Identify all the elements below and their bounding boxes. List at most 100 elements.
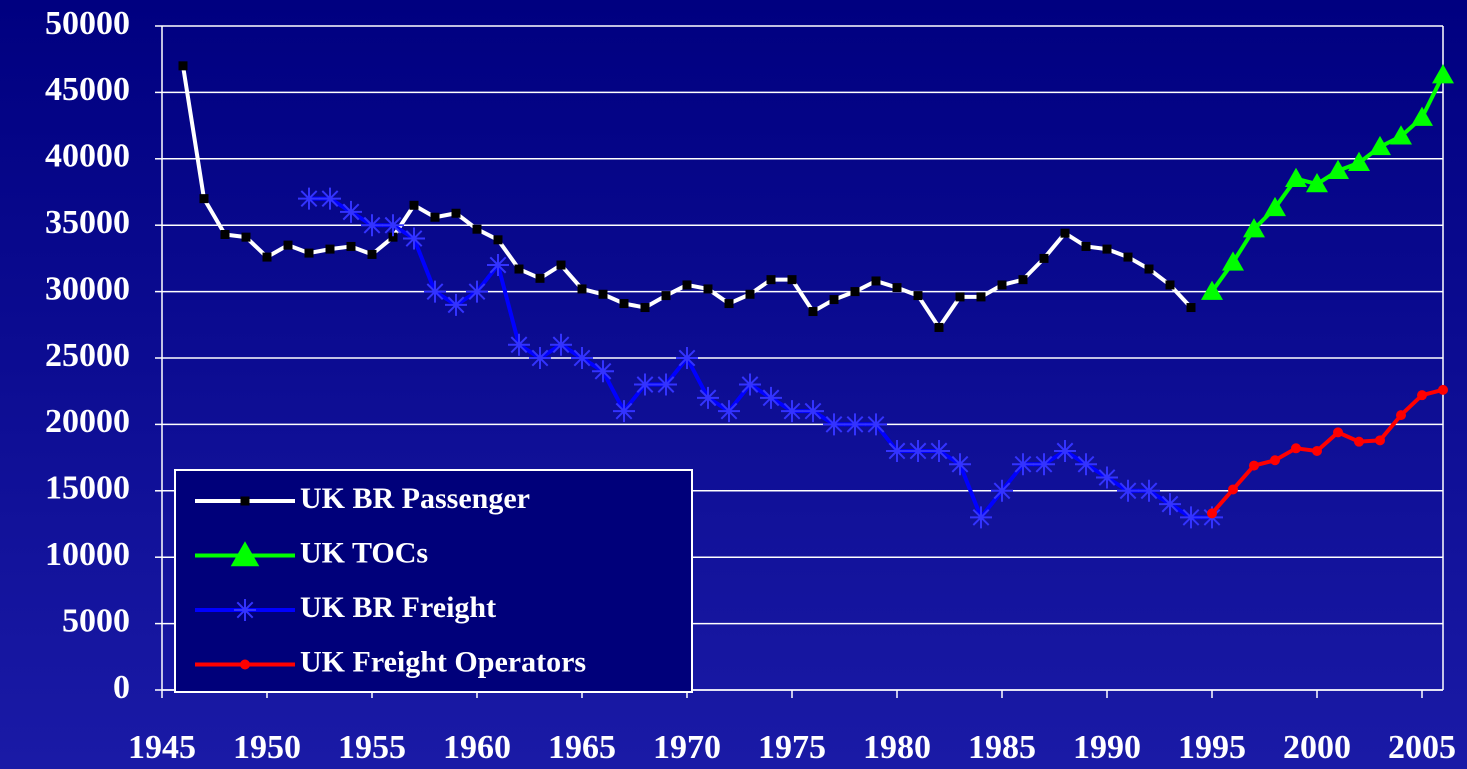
marker bbox=[781, 400, 803, 423]
marker bbox=[508, 333, 530, 356]
x-tick-label: 1945 bbox=[128, 729, 196, 766]
marker bbox=[808, 307, 818, 317]
marker bbox=[1075, 453, 1097, 476]
marker bbox=[991, 479, 1013, 502]
marker bbox=[661, 291, 671, 301]
x-tick-label: 2005 bbox=[1388, 729, 1456, 766]
marker bbox=[787, 275, 797, 285]
marker bbox=[1060, 228, 1070, 238]
legend-marker bbox=[234, 599, 256, 621]
marker bbox=[640, 303, 650, 313]
marker bbox=[220, 229, 230, 239]
marker bbox=[1438, 384, 1448, 395]
legend-box bbox=[174, 469, 693, 693]
marker bbox=[1285, 167, 1307, 187]
x-tick-label: 1975 bbox=[758, 729, 826, 766]
marker bbox=[1123, 252, 1133, 262]
y-tick-label: 50000 bbox=[45, 5, 130, 42]
marker bbox=[1354, 436, 1364, 447]
marker bbox=[655, 373, 677, 396]
y-tick-label: 15000 bbox=[45, 470, 130, 507]
x-tick-label: 1995 bbox=[1178, 729, 1246, 766]
marker bbox=[634, 373, 656, 396]
marker bbox=[886, 439, 908, 462]
marker bbox=[535, 273, 545, 283]
marker bbox=[1222, 251, 1244, 271]
legend-marker bbox=[240, 496, 250, 506]
marker bbox=[403, 227, 425, 250]
marker bbox=[934, 322, 944, 332]
marker bbox=[1396, 410, 1406, 421]
marker bbox=[598, 289, 608, 299]
marker bbox=[928, 439, 950, 462]
y-tick-label: 0 bbox=[113, 669, 130, 706]
series bbox=[298, 187, 1223, 529]
marker bbox=[1432, 64, 1454, 84]
x-tick-label: 1950 bbox=[233, 729, 301, 766]
marker bbox=[493, 235, 503, 245]
marker bbox=[871, 276, 881, 286]
legend-marker bbox=[240, 659, 250, 670]
marker bbox=[346, 241, 356, 251]
marker bbox=[619, 299, 629, 309]
marker bbox=[388, 232, 398, 242]
marker bbox=[577, 284, 587, 294]
series bbox=[1207, 384, 1448, 519]
series bbox=[1201, 64, 1454, 300]
marker bbox=[298, 187, 320, 210]
marker bbox=[424, 280, 446, 303]
marker bbox=[1033, 453, 1055, 476]
y-tick-label: 45000 bbox=[45, 71, 130, 108]
marker bbox=[487, 254, 509, 277]
y-tick-label: 35000 bbox=[45, 204, 130, 241]
marker bbox=[997, 280, 1007, 290]
marker bbox=[1270, 455, 1280, 466]
x-tick-label: 1970 bbox=[653, 729, 721, 766]
legend: UK BR Passenger UK TOCs UK BR Freight UK Fr… bbox=[174, 469, 693, 693]
marker bbox=[1012, 453, 1034, 476]
marker bbox=[430, 212, 440, 222]
marker bbox=[550, 333, 572, 356]
marker bbox=[823, 413, 845, 436]
marker bbox=[1186, 303, 1196, 313]
x-tick-label: 2000 bbox=[1283, 729, 1351, 766]
marker bbox=[745, 289, 755, 299]
marker bbox=[514, 264, 524, 274]
marker bbox=[1201, 280, 1223, 300]
marker bbox=[1417, 390, 1427, 401]
marker bbox=[1054, 439, 1076, 462]
marker bbox=[697, 386, 719, 409]
marker bbox=[1228, 484, 1238, 495]
marker bbox=[472, 224, 482, 234]
series bbox=[178, 61, 1196, 332]
y-tick-label: 5000 bbox=[62, 602, 130, 639]
marker bbox=[241, 232, 251, 242]
legend-label: UK BR Freight bbox=[300, 591, 496, 624]
marker bbox=[529, 347, 551, 369]
marker bbox=[913, 291, 923, 301]
marker bbox=[1117, 479, 1139, 502]
x-tick-label: 1965 bbox=[548, 729, 616, 766]
grid: 0 5000 10000 15000 20000 25000 30000 35000 40000… bbox=[45, 5, 1456, 766]
marker bbox=[1306, 173, 1328, 193]
y-tick-label: 40000 bbox=[45, 138, 130, 175]
marker bbox=[367, 249, 377, 259]
y-tick-label: 10000 bbox=[45, 536, 130, 573]
marker bbox=[718, 400, 740, 423]
y-tick-label: 25000 bbox=[45, 337, 130, 374]
marker bbox=[556, 260, 566, 270]
marker bbox=[178, 61, 188, 71]
marker bbox=[1348, 151, 1370, 172]
x-tick-label: 1955 bbox=[338, 729, 406, 766]
marker bbox=[283, 240, 293, 250]
marker bbox=[1312, 445, 1322, 456]
marker bbox=[949, 453, 971, 476]
legend-label: UK TOCs bbox=[300, 536, 428, 569]
y-tick-label: 20000 bbox=[45, 403, 130, 440]
marker bbox=[304, 248, 314, 258]
y-tick-label: 30000 bbox=[45, 270, 130, 307]
marker bbox=[892, 283, 902, 293]
marker bbox=[361, 214, 383, 237]
x-tick-label: 1985 bbox=[968, 729, 1036, 766]
marker bbox=[1411, 106, 1433, 126]
